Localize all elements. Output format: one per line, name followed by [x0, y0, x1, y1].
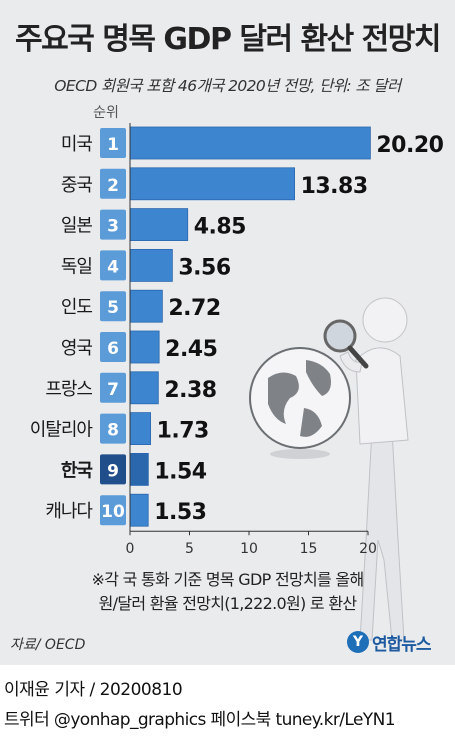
- x-tick-label: 0: [126, 541, 135, 557]
- footnote-line-2: 원/달러 환율 전망치(1,222.0원) 로 환산: [98, 594, 357, 613]
- rank-number: 5: [107, 298, 119, 318]
- footnote: ※각 국 통화 기준 명목 GDP 전망치를 올해 원/달러 환율 전망치(1,…: [0, 568, 455, 616]
- source-label: 자료/ OECD: [10, 637, 86, 653]
- category-label: 일본: [61, 216, 93, 237]
- rank-number: 1: [107, 135, 119, 155]
- chart-subtitle: OECD 회원국 포함 46개국 2020년 전망, 단위: 조 달러: [54, 77, 401, 95]
- rank-badge: [100, 454, 126, 485]
- rank-badge: [100, 128, 126, 158]
- value-label: 1.73: [157, 419, 209, 444]
- rank-badge: [100, 332, 126, 362]
- social-credit: 트위터 @yonhap_graphics 페이스북 tuney.kr/LeYN1: [4, 710, 396, 730]
- value-label: 4.85: [194, 215, 246, 240]
- bar: [129, 248, 173, 282]
- value-label: 2.38: [164, 378, 216, 403]
- rank-number: 6: [107, 339, 119, 359]
- bar: [129, 412, 151, 446]
- x-tick-label: 10: [240, 541, 258, 557]
- author-credit: 이재윤 기자 / 20200810: [4, 680, 183, 700]
- rank-badge: [100, 413, 126, 444]
- x-tick-label: 20: [359, 541, 377, 557]
- x-tick-label: 5: [185, 541, 194, 557]
- category-label: 이탈리아: [30, 420, 94, 441]
- category-label: 한국: [61, 460, 93, 481]
- rank-badge: [100, 168, 126, 199]
- bar: [129, 126, 371, 160]
- logo-mark: Y: [347, 631, 369, 653]
- category-label: 영국: [61, 338, 93, 359]
- rank-number: 3: [107, 217, 119, 237]
- rank-header: 순위: [93, 105, 119, 121]
- figure-arm: [339, 351, 363, 373]
- globe-continents: [268, 360, 331, 437]
- rank-badge: [100, 209, 126, 240]
- figure-head: [362, 297, 408, 343]
- rank-badge: [100, 250, 126, 281]
- magnifier-handle: [347, 345, 369, 369]
- rank-number: 4: [107, 257, 119, 277]
- globe-shadow: [270, 449, 330, 459]
- globe: [249, 347, 351, 449]
- rank-badge: [100, 291, 126, 322]
- value-label: 20.20: [376, 133, 443, 158]
- category-label: 인도: [61, 297, 93, 318]
- footnote-line-1: ※각 국 통화 기준 명목 GDP 전망치를 올해: [91, 570, 365, 589]
- magnifier-globe-illustration: [249, 297, 409, 641]
- bar: [129, 493, 149, 527]
- value-label: 3.56: [178, 255, 230, 280]
- rank-number: 10: [101, 502, 125, 522]
- rank-number: 7: [107, 380, 119, 400]
- rank-number: 8: [107, 421, 119, 441]
- chart-title: 주요국 명목 GDP 달러 환산 전망치: [15, 22, 441, 57]
- category-label: 캐나다: [45, 501, 93, 522]
- category-label: 프랑스: [45, 379, 92, 400]
- bar: [129, 452, 149, 486]
- figure-torso: [355, 347, 409, 445]
- value-label: 2.72: [168, 296, 220, 321]
- x-tick-label: 15: [300, 541, 318, 557]
- rank-badge: [100, 495, 126, 526]
- value-label: 1.53: [154, 500, 206, 525]
- figure-legs: [359, 429, 405, 641]
- category-label: 미국: [61, 134, 93, 155]
- logo-text: 연합뉴스: [372, 634, 432, 655]
- value-label: 13.83: [301, 174, 368, 199]
- rank-badge: [100, 372, 126, 403]
- magnifier-lens: [323, 319, 357, 353]
- rank-number: 9: [107, 461, 119, 481]
- category-label: 중국: [61, 175, 93, 196]
- bar: [129, 289, 163, 323]
- value-label: 2.45: [165, 337, 217, 362]
- bar: [129, 371, 159, 405]
- yonhap-logo: Y 연합뉴스: [347, 627, 432, 657]
- rank-number: 2: [107, 176, 119, 196]
- value-label: 1.54: [154, 459, 206, 484]
- category-label: 독일: [61, 256, 92, 277]
- bar: [129, 208, 189, 242]
- bar: [129, 167, 295, 201]
- bar: [129, 330, 160, 364]
